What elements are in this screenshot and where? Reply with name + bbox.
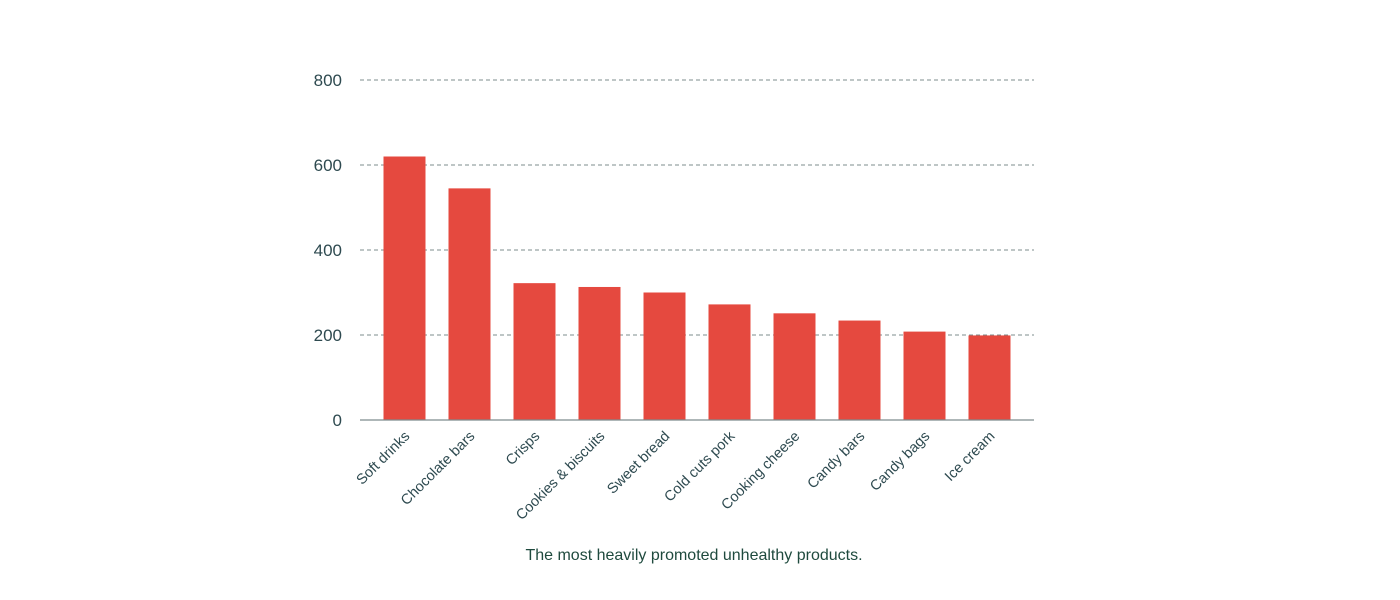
bars	[383, 156, 1011, 420]
x-tick-label: Ice cream	[942, 429, 998, 485]
bar	[968, 335, 1011, 420]
bar	[773, 313, 816, 420]
y-tick-label: 600	[314, 156, 342, 175]
bar	[513, 283, 556, 420]
y-tick-label: 800	[314, 71, 342, 90]
x-tick-label: Candy bags	[867, 429, 933, 495]
bar	[708, 304, 751, 420]
y-tick-label: 200	[314, 326, 342, 345]
bar	[383, 156, 426, 420]
x-tick-label: Sweet bread	[604, 429, 673, 498]
bar	[903, 331, 946, 420]
chart-caption: The most heavily promoted unhealthy prod…	[525, 547, 863, 564]
y-tick-label: 400	[314, 241, 342, 260]
bar	[643, 292, 686, 420]
bar	[838, 320, 881, 420]
y-tick-label: 0	[333, 411, 342, 430]
x-tick-label: Soft drinks	[354, 429, 414, 489]
x-tick-label: Candy bars	[805, 429, 869, 493]
bar	[578, 286, 621, 420]
bar	[448, 188, 491, 420]
y-axis-tick-labels: 0 200 400 600 800	[314, 71, 342, 430]
x-tick-label: Crisps	[503, 429, 543, 469]
